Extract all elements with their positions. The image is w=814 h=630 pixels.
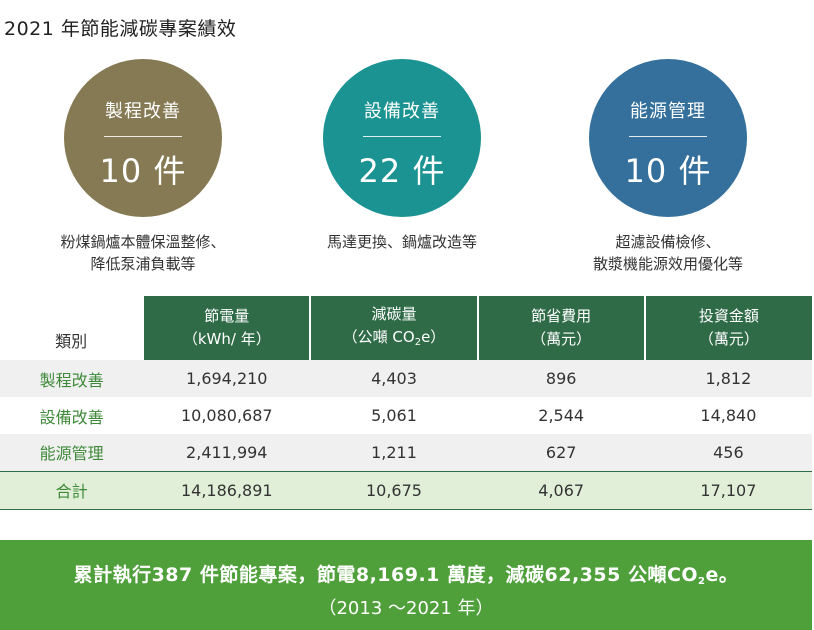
- header-cost-saved: 節省費用 （萬元）: [476, 296, 645, 360]
- circle-energy-management: 能源管理 10 件: [589, 59, 747, 217]
- description-line: 粉煤鍋爐本體保溫整修、: [60, 233, 226, 251]
- subscript-2: 2: [698, 576, 706, 587]
- cell-carbon: 4,403: [310, 360, 478, 397]
- header-line: （kWh/ 年）: [182, 330, 271, 348]
- cell-electricity: 1,694,210: [143, 360, 311, 397]
- circle-description: 超濾設備檢修、 散漿機能源效用優化等: [538, 231, 798, 275]
- circle-category-label: 能源管理: [630, 101, 706, 122]
- banner-summary-line: 累計執行387 件節能專案，節電8,169.1 萬度，減碳62,355 公噸CO…: [0, 560, 812, 587]
- row-category: 能源管理: [0, 434, 144, 471]
- table-row: 能源管理 2,411,994 1,211 627 456: [0, 434, 812, 471]
- circle-description: 馬達更換、鍋爐改造等: [272, 231, 532, 253]
- description-line: 馬達更換、鍋爐改造等: [326, 233, 477, 251]
- cell-electricity: 10,080,687: [143, 397, 311, 434]
- header-carbon-reduced: 減碳量 （公噸 CO2e）: [309, 296, 478, 360]
- table-total-row: 合計 14,186,891 10,675 4,067 17,107: [0, 470, 812, 510]
- circle-category-label: 設備改善: [364, 101, 440, 122]
- row-category: 設備改善: [0, 397, 144, 434]
- header-line: 節電量: [204, 307, 250, 325]
- cell-carbon: 5,061: [310, 397, 478, 434]
- circle-divider: [629, 136, 707, 137]
- cell-investment: 17,107: [644, 470, 812, 510]
- page-title: 2021 年節能減碳專案績效: [4, 18, 237, 40]
- circle-equipment-improvement: 設備改善 22 件: [323, 59, 481, 217]
- performance-table: 類別 節電量 （kWh/ 年） 減碳量 （公噸 CO2e） 節省費用 （萬元） …: [0, 296, 812, 510]
- header-line: （公噸 CO2e）: [311, 326, 476, 354]
- cell-cost: 2,544: [477, 397, 645, 434]
- header-line: （萬元）: [698, 330, 759, 348]
- circle-category-label: 製程改善: [105, 101, 181, 122]
- cell-electricity: 2,411,994: [143, 434, 311, 471]
- header-line: 減碳量: [371, 304, 417, 323]
- description-line: 超濾設備檢修、: [615, 233, 721, 251]
- cell-investment: 456: [644, 434, 812, 471]
- summary-banner: 累計執行387 件節能專案，節電8,169.1 萬度，減碳62,355 公噸CO…: [0, 540, 812, 630]
- cell-carbon: 1,211: [310, 434, 478, 471]
- header-electricity-saved: 節電量 （kWh/ 年）: [142, 296, 311, 360]
- description-line: 散漿機能源效用優化等: [592, 255, 743, 273]
- cell-investment: 1,812: [644, 360, 812, 397]
- cell-investment: 14,840: [644, 397, 812, 434]
- circle-count: 10 件: [99, 152, 187, 190]
- circle-count: 10 件: [624, 152, 712, 190]
- cell-electricity: 14,186,891: [143, 470, 311, 510]
- description-line: 降低泵浦負載等: [90, 255, 196, 273]
- table-row: 製程改善 1,694,210 4,403 896 1,812: [0, 360, 812, 397]
- cell-cost: 627: [477, 434, 645, 471]
- circle-divider: [363, 136, 441, 137]
- banner-period-line: （2013 ～2021 年）: [318, 598, 494, 619]
- row-category: 製程改善: [0, 360, 144, 397]
- cell-cost: 4,067: [477, 470, 645, 510]
- total-label: 合計: [0, 470, 144, 510]
- circle-divider: [104, 136, 182, 137]
- table-header-row: 類別 節電量 （kWh/ 年） 減碳量 （公噸 CO2e） 節省費用 （萬元） …: [0, 296, 812, 360]
- header-unit-part: e）: [421, 327, 446, 346]
- table-row: 設備改善 10,080,687 5,061 2,544 14,840: [0, 397, 812, 434]
- circle-process-improvement: 製程改善 10 件: [64, 59, 222, 217]
- subscript-2: 2: [414, 336, 422, 348]
- header-line: （萬元）: [531, 330, 592, 348]
- header-investment: 投資金額 （萬元）: [643, 296, 812, 360]
- header-category: 類別: [0, 296, 144, 360]
- circle-description: 粉煤鍋爐本體保溫整修、 降低泵浦負載等: [13, 231, 273, 275]
- header-unit-part: （公噸 CO: [342, 327, 415, 346]
- banner-text: e。: [705, 564, 739, 586]
- cell-cost: 896: [477, 360, 645, 397]
- header-line: 節省費用: [531, 307, 592, 325]
- banner-text: 累計執行387 件節能專案，節電8,169.1 萬度，減碳62,355 公噸CO: [73, 564, 699, 586]
- cell-carbon: 10,675: [310, 470, 478, 510]
- circle-count: 22 件: [358, 152, 446, 190]
- header-line: 投資金額: [698, 307, 759, 325]
